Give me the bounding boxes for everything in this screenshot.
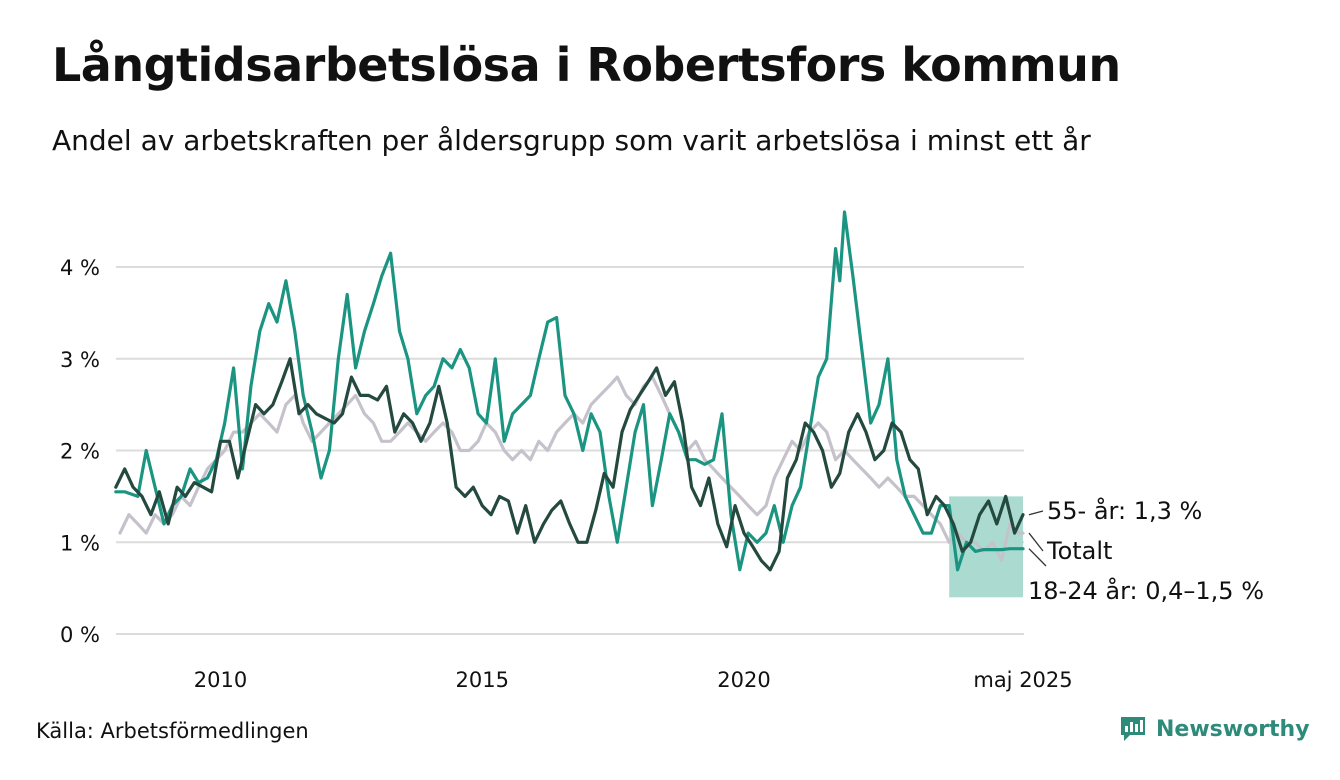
leader-line xyxy=(1028,532,1044,552)
grid-lines xyxy=(116,266,1024,635)
y-tick-label: 4 % xyxy=(60,256,100,280)
series-lines xyxy=(114,210,1025,572)
x-tick-label: 2010 xyxy=(194,668,247,692)
chart-title: Långtidsarbetslösa i Robertsfors kommun xyxy=(52,38,1121,92)
y-tick-label: 1 % xyxy=(60,531,100,555)
leader-line xyxy=(1028,510,1044,516)
brand-name: Newsworthy xyxy=(1156,716,1310,742)
x-tick-label: 2015 xyxy=(456,668,509,692)
end-labels: Totalt 18-24 år: 0,4–1,5 % 55- år: 1,3 % xyxy=(1028,496,1264,605)
x-tick-label: 2020 xyxy=(717,668,770,692)
series-line-young xyxy=(114,210,1025,572)
series-line-older xyxy=(114,357,1025,572)
y-tick-label: 2 % xyxy=(60,440,100,464)
series-end-label-young: 18-24 år: 0,4–1,5 % xyxy=(1028,576,1264,605)
axis-labels: 0 % 1 % 2 % 3 % 4 % 2010 2015 2020 maj 2025 xyxy=(60,256,1073,692)
series-end-label-older: 55- år: 1,3 % xyxy=(1047,496,1202,525)
newsworthy-logo-icon xyxy=(1121,717,1145,741)
y-tick-label: 0 % xyxy=(60,623,100,647)
x-tick-label: maj 2025 xyxy=(973,668,1072,692)
series-end-label-total: Totalt xyxy=(1046,537,1112,565)
y-tick-label: 3 % xyxy=(60,348,100,372)
brand-logo: Newsworthy xyxy=(1118,714,1310,744)
leader-line xyxy=(1028,548,1047,567)
chart-subtitle: Andel av arbetskraften per åldersgrupp s… xyxy=(52,124,1091,157)
source-note: Källa: Arbetsförmedlingen xyxy=(36,719,309,743)
